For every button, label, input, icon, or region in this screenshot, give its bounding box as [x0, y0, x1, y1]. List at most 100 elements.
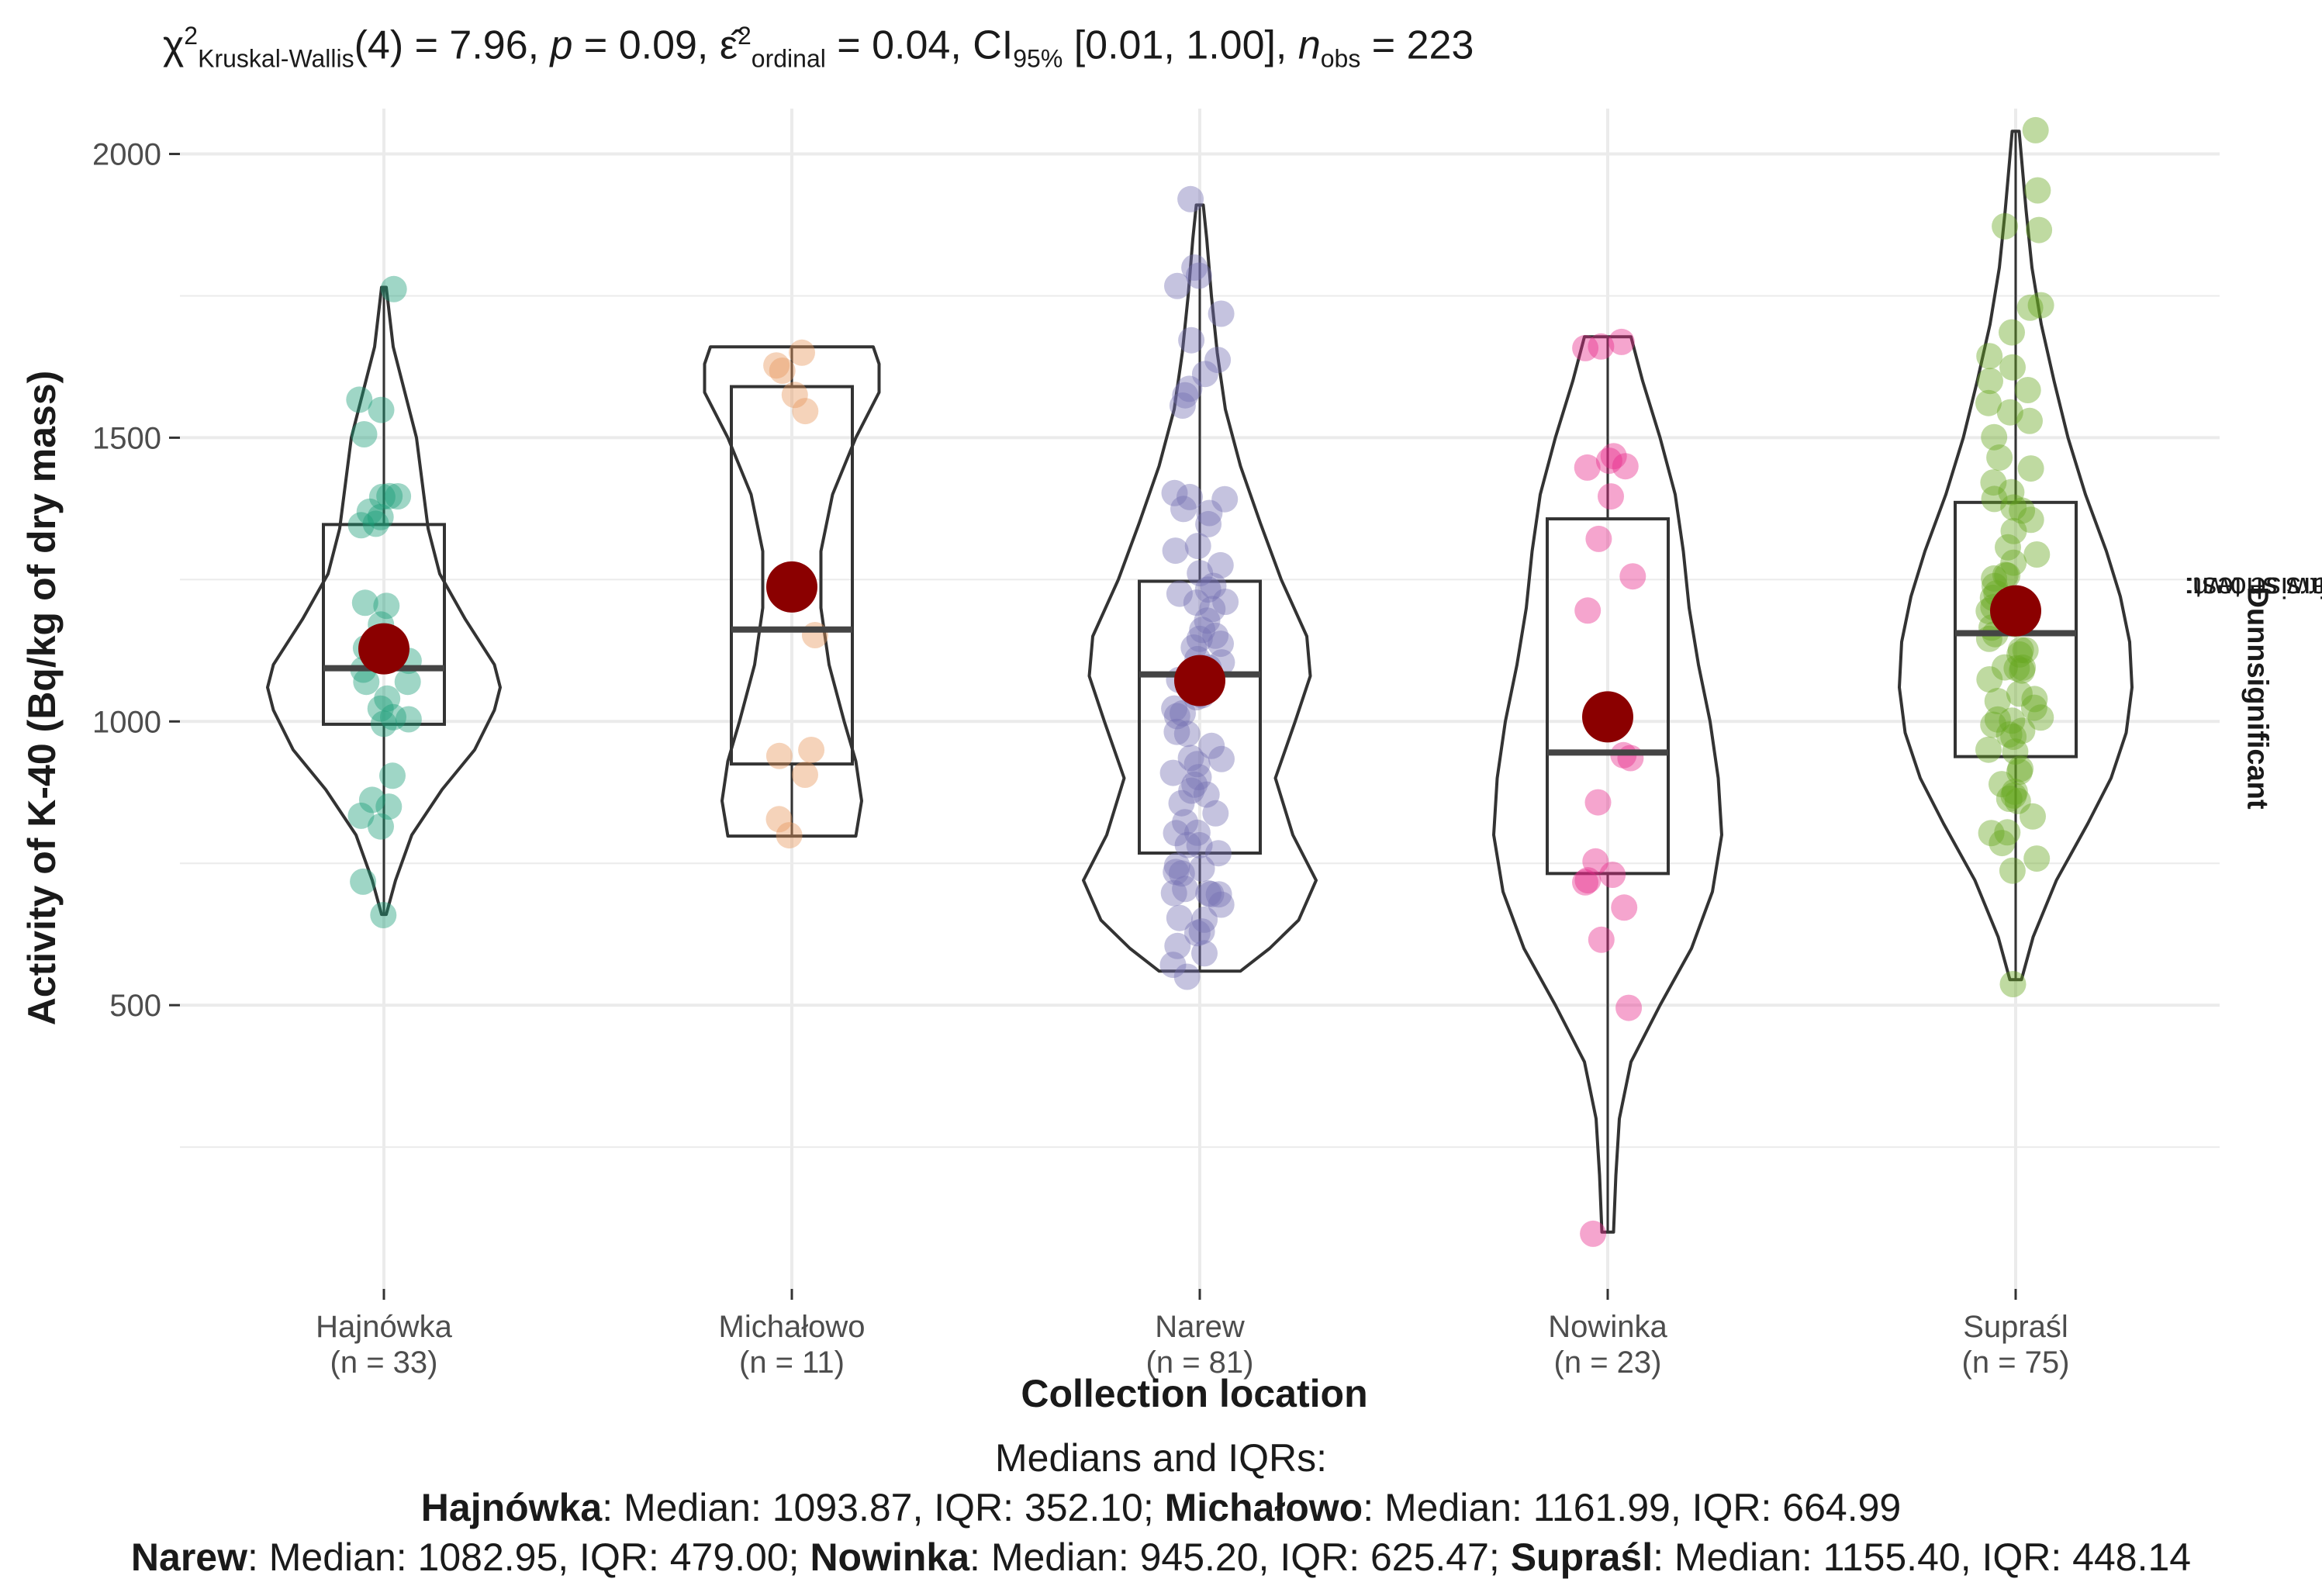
x-tick-count: (n = 81) [1146, 1346, 1254, 1380]
data-point [1208, 300, 1235, 327]
data-point [1189, 617, 1216, 644]
data-point [765, 806, 793, 833]
data-point [1574, 454, 1601, 481]
data-point [1984, 706, 2011, 733]
data-point [1976, 343, 2003, 370]
data-point [2022, 116, 2049, 143]
data-point [358, 786, 385, 814]
data-point [1163, 852, 1190, 879]
mean-point [766, 561, 817, 613]
caption-narew-stats: : Median: 1082.95, IQR: 479.00; [247, 1536, 810, 1579]
data-point [1996, 399, 2023, 426]
data-point [798, 737, 825, 763]
data-point [1187, 560, 1214, 587]
data-point [351, 589, 378, 617]
data-point [1619, 563, 1646, 590]
data-point [1580, 1220, 1607, 1247]
data-point [362, 510, 389, 537]
data-point [1164, 272, 1190, 299]
data-point [1183, 589, 1210, 617]
data-point [2016, 294, 2044, 321]
ci-value: [0.01, 1.00], [1063, 22, 1298, 68]
n-sub: obs [1320, 44, 1361, 73]
data-point [1611, 894, 1638, 921]
right-caption-text2: , Bars shown: [2184, 570, 2322, 603]
data-point [1170, 496, 1197, 523]
data-point [1195, 510, 1222, 537]
data-point [1980, 469, 2007, 496]
data-point [395, 706, 422, 733]
data-point [1177, 185, 1204, 212]
data-point [1159, 759, 1187, 786]
data-point [1981, 485, 2008, 513]
data-point [1999, 707, 2026, 734]
data-point [2001, 778, 2028, 805]
y-tick-label: 1000 [92, 705, 161, 739]
data-point [1163, 858, 1190, 886]
data-point [2014, 377, 2041, 403]
data-point [1975, 389, 2002, 416]
data-point [1193, 781, 1220, 808]
data-point [1185, 764, 1212, 791]
data-point [2023, 845, 2051, 872]
data-point [1574, 597, 1602, 624]
data-point [2017, 506, 2044, 534]
data-point [1208, 630, 1234, 658]
data-point [1995, 721, 2023, 748]
data-point [1174, 831, 1201, 858]
data-point [379, 762, 406, 789]
ci-sub: 95% [1013, 44, 1063, 73]
y-tick-label: 2000 [92, 138, 161, 172]
data-point [792, 762, 818, 788]
data-point [1976, 666, 2003, 693]
caption-line-3: Narew: Median: 1082.95, IQR: 479.00; Now… [0, 1532, 2322, 1582]
data-point [2012, 637, 2039, 664]
data-point [1995, 534, 2021, 561]
data-point [2006, 680, 2033, 707]
data-point [376, 482, 403, 510]
data-point [2000, 782, 2027, 809]
data-point [2000, 517, 2027, 544]
data-point [2007, 637, 2034, 664]
data-point [2027, 292, 2054, 319]
data-point [368, 813, 394, 840]
data-point [1995, 786, 2023, 812]
data-point [1159, 952, 1187, 979]
group-3 [1082, 185, 1318, 990]
medians-caption: Medians and IQRs: Hajnówka: Median: 1093… [0, 1433, 2322, 1582]
data-point [1199, 596, 1226, 623]
caption-hajnowka-stats: : Median: 1093.87, IQR: 352.10; [602, 1486, 1165, 1529]
data-point [346, 386, 373, 413]
data-point [2027, 704, 2054, 731]
data-point [1585, 525, 1612, 552]
data-point [374, 685, 401, 712]
data-point [1981, 423, 2008, 451]
iqr-box [1546, 517, 1670, 876]
data-point [1198, 732, 1225, 759]
data-point [1207, 551, 1234, 579]
data-point [1195, 880, 1222, 907]
data-point [1595, 447, 1622, 475]
x-axis-title: Collection location [1021, 1372, 1368, 1415]
x-axis: Hajnówka(n = 33)Michałowo(n = 11)Narew(n… [316, 1289, 2069, 1380]
data-point [1172, 876, 1199, 903]
data-point [385, 483, 412, 510]
data-point [2020, 694, 2047, 721]
group-4 [1492, 328, 1723, 1247]
x-tick-label: Nowinka [1548, 1310, 1667, 1344]
data-point [1178, 777, 1205, 804]
data-point [2000, 724, 2027, 751]
data-point [1194, 607, 1221, 634]
data-point [2002, 738, 2029, 765]
data-point [380, 703, 406, 731]
data-point [1184, 533, 1211, 559]
data-point [1191, 940, 1218, 967]
data-point [1999, 354, 2026, 381]
data-point [801, 622, 828, 648]
iqr-box [730, 385, 854, 766]
data-point [2000, 494, 2027, 521]
data-point [2026, 216, 2053, 244]
data-point [2009, 497, 2036, 524]
data-point [1999, 319, 2025, 346]
